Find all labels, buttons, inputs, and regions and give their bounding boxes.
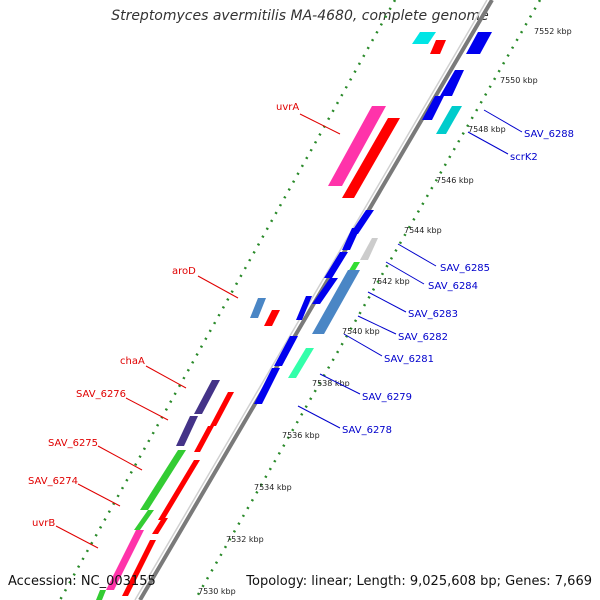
scale-label: 7544 kbp xyxy=(404,226,442,235)
gene-label-SAV_6278[interactable]: SAV_6278 xyxy=(342,425,392,436)
gene-label-uvrA[interactable]: uvrA xyxy=(276,102,299,113)
gene-label-SAV_6274[interactable]: SAV_6274 xyxy=(28,476,78,487)
gene-feature-uvrA[interactable] xyxy=(328,106,386,186)
gene-label-SAV_6288[interactable]: SAV_6288 xyxy=(524,129,574,140)
scale-label: 7552 kbp xyxy=(534,27,572,36)
scale-label: 7550 kbp xyxy=(500,76,538,85)
right-labels: SAV_6288 scrK2 SAV_6285 SAV_6284 SAV_628… xyxy=(297,109,574,436)
gene-label-SAV_6285[interactable]: SAV_6285 xyxy=(440,263,490,274)
gene-features xyxy=(96,32,492,600)
scale-label: 7548 kbp xyxy=(468,125,506,134)
gene-feature[interactable] xyxy=(140,450,186,510)
gene-feature[interactable] xyxy=(412,32,436,44)
gene-feature[interactable] xyxy=(194,426,214,452)
gene-feature[interactable] xyxy=(134,510,154,530)
gene-feature[interactable] xyxy=(422,96,444,120)
gene-feature[interactable] xyxy=(312,278,338,304)
tick-track-right xyxy=(193,0,542,600)
gene-feature[interactable] xyxy=(342,228,360,250)
gene-feature[interactable] xyxy=(324,252,348,278)
scale-label: 7530 kbp xyxy=(198,587,236,596)
gene-feature[interactable] xyxy=(176,416,198,446)
gene-label-SAV_6282[interactable]: SAV_6282 xyxy=(398,332,448,343)
gene-label-SAV_6279[interactable]: SAV_6279 xyxy=(362,392,412,403)
gene-feature[interactable] xyxy=(430,40,446,54)
gene-label-SAV_6276[interactable]: SAV_6276 xyxy=(76,389,126,400)
gene-feature[interactable] xyxy=(436,106,462,134)
gene-feature[interactable] xyxy=(296,296,312,320)
gene-label-SAV_6284[interactable]: SAV_6284 xyxy=(428,281,478,292)
gene-feature[interactable] xyxy=(122,540,156,596)
tick-track-left xyxy=(58,0,397,600)
gene-label-uvrB[interactable]: uvrB xyxy=(32,518,55,529)
gene-feature-aroD[interactable] xyxy=(250,298,266,318)
gene-feature[interactable] xyxy=(264,310,280,326)
gene-feature[interactable] xyxy=(360,238,378,260)
scale-label: 7532 kbp xyxy=(226,535,264,544)
gene-label-SAV_6281[interactable]: SAV_6281 xyxy=(384,354,434,365)
genome-title: Streptomyces avermitilis MA-4680, comple… xyxy=(111,8,489,24)
gene-feature-uvrB[interactable] xyxy=(106,530,144,590)
gene-feature[interactable] xyxy=(466,32,492,54)
scale-label: 7542 kbp xyxy=(372,277,410,286)
left-labels: uvrA aroD chaA SAV_6276 SAV_6275 SAV_627… xyxy=(28,102,341,549)
gene-label-aroD[interactable]: aroD xyxy=(172,266,196,277)
scale-label: 7538 kbp xyxy=(312,379,350,388)
gene-feature[interactable] xyxy=(288,348,314,378)
gene-feature-chaA[interactable] xyxy=(194,380,220,414)
gene-label-chaA[interactable]: chaA xyxy=(120,356,145,367)
gene-feature[interactable] xyxy=(342,118,400,198)
gene-feature[interactable] xyxy=(96,590,106,600)
gene-feature[interactable] xyxy=(440,70,464,96)
gene-label-SAV_6283[interactable]: SAV_6283 xyxy=(408,309,458,320)
gene-feature[interactable] xyxy=(158,460,200,520)
scale-label: 7534 kbp xyxy=(254,483,292,492)
backbone-highlight xyxy=(134,0,488,600)
gene-label-SAV_6275[interactable]: SAV_6275 xyxy=(48,438,98,449)
scale-label: 7546 kbp xyxy=(436,176,474,185)
gene-feature[interactable] xyxy=(152,518,168,534)
gene-feature[interactable] xyxy=(254,368,280,404)
scale-labels: 7552 kbp 7550 kbp 7548 kbp 7546 kbp 7544… xyxy=(198,27,572,596)
scale-label: 7540 kbp xyxy=(342,327,380,336)
gene-feature[interactable] xyxy=(312,270,360,334)
gene-feature[interactable] xyxy=(274,336,298,366)
scale-label: 7536 kbp xyxy=(282,431,320,440)
accession-text: Accession: NC_003155 xyxy=(8,574,156,589)
gene-label-scrK2[interactable]: scrK2 xyxy=(510,152,538,163)
topology-text: Topology: linear; Length: 9,025,608 bp; … xyxy=(246,574,592,589)
gene-feature[interactable] xyxy=(210,392,234,426)
